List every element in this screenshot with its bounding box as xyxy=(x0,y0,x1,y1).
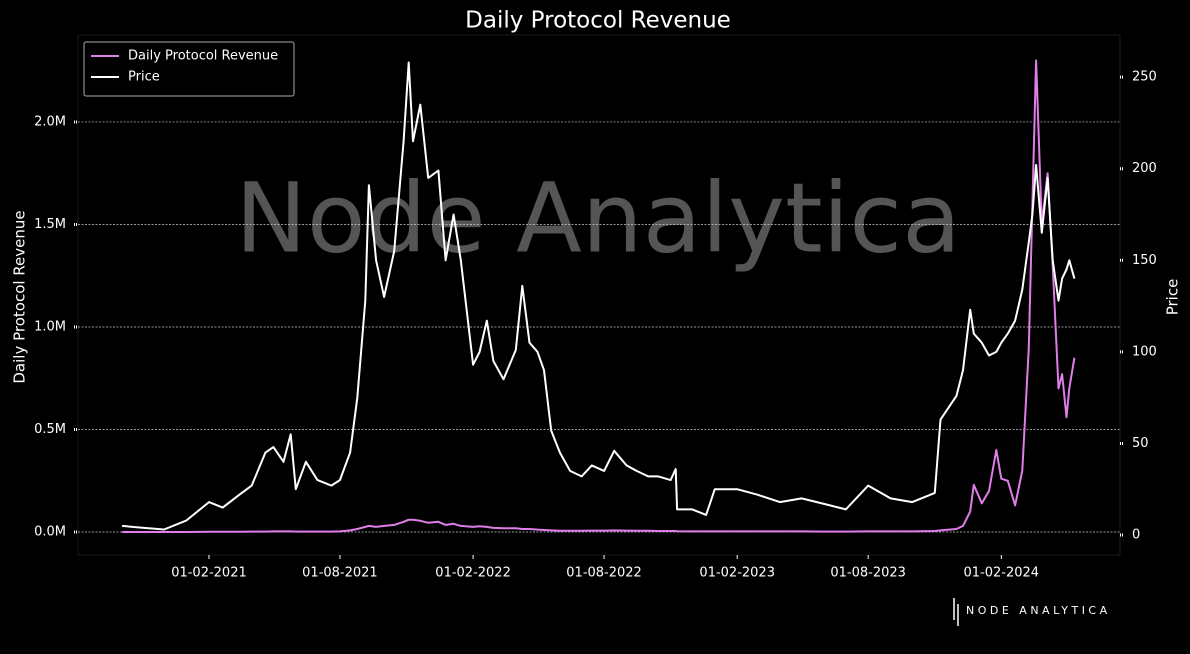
y2-tick-label: 150 xyxy=(1132,253,1157,268)
y-tick-label: 1.0M xyxy=(34,319,66,334)
chart-title: Daily Protocol Revenue xyxy=(465,8,731,34)
y2-axis-label: Price xyxy=(1164,279,1182,316)
plot-frame xyxy=(77,34,1121,556)
x-tick-label: 01-02-2023 xyxy=(699,566,775,581)
brand-text: NODE ANALYTICA xyxy=(966,604,1111,617)
x-tick-label: 01-02-2021 xyxy=(171,566,247,581)
x-tick-label: 01-02-2022 xyxy=(435,566,511,581)
y-tick-label: 0.5M xyxy=(34,422,66,437)
x-tick-label: 01-02-2024 xyxy=(964,566,1040,581)
line-series xyxy=(122,61,1076,531)
y2-tick-label: 0 xyxy=(1132,528,1140,543)
line-series xyxy=(122,59,1076,533)
x-tick-label: 01-08-2022 xyxy=(566,566,642,581)
legend-box xyxy=(83,41,295,97)
y2-tick-label: 200 xyxy=(1132,161,1157,176)
legend-label: Price xyxy=(128,70,160,85)
y-tick-label: 0.0M xyxy=(34,525,66,540)
y2-tick-label: 250 xyxy=(1132,70,1157,85)
y-axis-label: Daily Protocol Revenue xyxy=(11,210,29,383)
y2-tick-label: 100 xyxy=(1132,344,1157,359)
y2-tick-label: 50 xyxy=(1132,436,1149,451)
y-tick-label: 1.5M xyxy=(34,217,66,232)
brand-logo: NODE ANALYTICA xyxy=(953,598,1111,626)
legend-label: Daily Protocol Revenue xyxy=(128,49,278,64)
watermark: Node Analytica xyxy=(235,162,961,274)
legend: Daily Protocol Revenue Price xyxy=(83,41,295,97)
y-tick-label: 2.0M xyxy=(34,114,66,129)
x-tick-label: 01-08-2023 xyxy=(830,566,906,581)
x-tick-label: 01-08-2021 xyxy=(302,566,378,581)
